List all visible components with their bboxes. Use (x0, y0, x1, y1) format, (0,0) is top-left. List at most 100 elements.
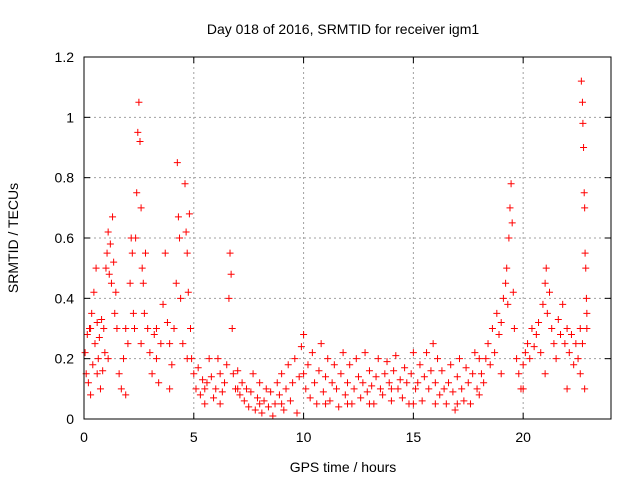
data-point (346, 361, 354, 369)
data-point (376, 385, 384, 393)
data-point (146, 349, 154, 357)
x-axis-label: GPS time / hours (290, 459, 397, 475)
data-point (368, 382, 376, 390)
data-point (186, 325, 194, 332)
data-point (420, 373, 428, 381)
data-point (559, 300, 567, 308)
data-point (365, 367, 373, 375)
data-point (129, 309, 137, 317)
data-point (93, 370, 101, 378)
data-point (141, 249, 149, 257)
data-point (431, 400, 439, 408)
data-point (300, 370, 308, 378)
data-point (451, 406, 459, 414)
data-point (581, 249, 589, 257)
data-point (350, 385, 358, 393)
data-point (150, 331, 158, 339)
data-point (363, 388, 371, 396)
data-point (583, 325, 591, 332)
plot-frame (83, 56, 612, 420)
data-point (475, 391, 483, 399)
data-point (262, 385, 270, 393)
data-point (216, 370, 224, 378)
data-point (578, 98, 586, 106)
data-point (357, 394, 365, 402)
data-point (236, 391, 244, 399)
data-point (354, 373, 362, 381)
data-point (273, 379, 281, 387)
data-point (548, 325, 556, 332)
data-point (414, 379, 422, 387)
y-tick-label: 0.8 (55, 170, 75, 186)
data-point (442, 400, 450, 408)
data-point (574, 355, 582, 363)
data-point (513, 355, 521, 363)
data-point (462, 364, 470, 372)
data-point (505, 234, 513, 242)
data-point (302, 385, 310, 393)
data-point (567, 331, 575, 339)
data-point (185, 210, 193, 218)
data-point (88, 309, 96, 317)
data-point (554, 315, 562, 323)
data-point (445, 379, 453, 387)
data-point (112, 288, 120, 296)
data-point (337, 370, 345, 378)
data-point (453, 400, 461, 408)
data-point (335, 403, 343, 411)
data-point (482, 355, 490, 363)
data-point (491, 349, 499, 357)
data-point (194, 364, 202, 372)
data-point (576, 325, 584, 332)
data-point (324, 355, 332, 363)
data-point (344, 400, 351, 408)
data-point (495, 331, 503, 339)
data-point (181, 180, 189, 188)
data-point (278, 400, 286, 408)
data-point (401, 364, 409, 372)
data-point (542, 264, 550, 272)
data-point (563, 385, 571, 393)
data-point (99, 367, 107, 375)
data-point (537, 349, 545, 357)
data-point (503, 264, 511, 272)
data-point (460, 397, 468, 405)
data-point (306, 394, 314, 402)
data-point (216, 400, 224, 408)
data-point (300, 331, 308, 339)
data-point (166, 385, 174, 393)
data-point (541, 370, 549, 378)
y-tick-label: 0.6 (55, 230, 75, 246)
data-point (447, 361, 455, 369)
data-point (319, 388, 327, 396)
data-point (372, 373, 380, 381)
data-point (425, 385, 433, 393)
data-point (89, 361, 97, 369)
data-point (528, 325, 536, 332)
x-tick-label: 20 (515, 429, 531, 445)
data-point (550, 340, 558, 348)
data-point (508, 219, 516, 227)
y-axis-label: SRMTID / TECUs (5, 183, 21, 293)
data-point (304, 361, 312, 369)
y-tick-label: 0.4 (55, 290, 75, 306)
data-point (570, 361, 578, 369)
x-tick-label: 10 (296, 429, 312, 445)
y-tick-label: 0 (66, 411, 74, 427)
data-point (182, 228, 190, 236)
data-point (526, 355, 534, 363)
data-point (488, 325, 496, 332)
data-point (242, 385, 250, 393)
data-point (330, 361, 338, 369)
data-point (111, 309, 119, 317)
data-point (256, 400, 264, 408)
data-point (289, 379, 297, 387)
data-point (282, 385, 290, 393)
data-point (580, 144, 588, 151)
data-point (205, 355, 213, 363)
data-point (315, 367, 323, 375)
data-point (284, 361, 292, 369)
data-point (577, 77, 585, 85)
data-point (168, 361, 176, 369)
data-point (582, 294, 590, 302)
